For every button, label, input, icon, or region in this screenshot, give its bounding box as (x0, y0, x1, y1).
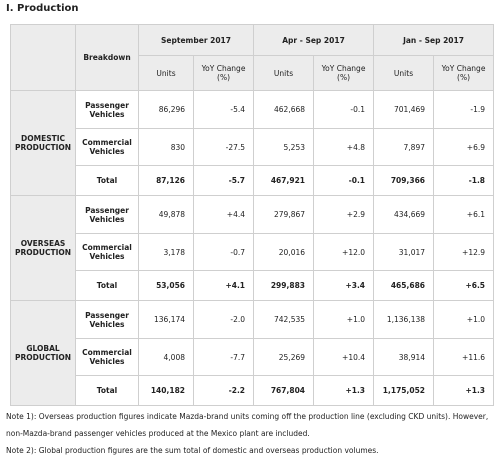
units-cell: 140,182 (138, 375, 195, 406)
row-label: Passenger Vehicles (75, 300, 140, 339)
yoy-cell: -5.4 (193, 90, 255, 129)
units-cell: 299,883 (253, 270, 315, 301)
subheader-row: Units YoY Change (%) Units YoY Change (%) Un… (11, 55, 495, 91)
yoy-cell: +4.4 (193, 195, 255, 234)
production-table: Breakdown September 2017 Apr - Sep 2017 Jan… (9, 24, 495, 406)
yoy-cell: +1.3 (433, 375, 495, 406)
row-label: Commercial Vehicles (75, 338, 140, 376)
yoy-cell: -5.7 (193, 165, 255, 196)
data-row: DOMESTIC PRODUCTION Passenger Vehicles 86,… (9, 90, 495, 196)
data-row: Total 140,182 -2.2 767,804 +1.3 1,175,052 +1.3 (11, 375, 495, 406)
units-cell: 5,253 (253, 128, 315, 166)
yoy-cell: +6.9 (433, 128, 495, 166)
row-label: Total (75, 270, 140, 301)
yoy-cell: +10.4 (313, 338, 375, 376)
yoy-header: YoY Change (%) (313, 55, 375, 91)
period-header: Jan - Sep 2017 (373, 24, 495, 56)
yoy-cell: -0.7 (193, 233, 255, 271)
row-label: Passenger Vehicles (75, 195, 140, 234)
units-cell: 7,897 (373, 128, 435, 166)
data-row: Commercial Vehicles 3,178 -0.7 20,016 +12.0 3… (11, 233, 495, 271)
units-cell: 462,668 (253, 90, 315, 129)
note-line: non-Mazda-brand passenger vehicles produ… (6, 429, 310, 438)
units-header: Units (138, 55, 195, 91)
yoy-header: YoY Change (%) (433, 55, 495, 91)
units-cell: 434,669 (373, 195, 435, 234)
yoy-cell: -0.1 (313, 90, 375, 129)
yoy-cell: +6.1 (433, 195, 495, 234)
yoy-cell: +11.6 (433, 338, 495, 376)
note-line: Note 2): Global production figures are t… (6, 446, 379, 455)
units-cell: 709,366 (373, 165, 435, 196)
group-label: OVERSEAS PRODUCTION (9, 195, 77, 301)
units-cell: 1,175,052 (373, 375, 435, 406)
data-row: Total 87,126 -5.7 467,921 -0.1 709,366 -1.8 (11, 165, 495, 196)
group-label: GLOBAL PRODUCTION (9, 300, 77, 406)
group-label: DOMESTIC PRODUCTION (9, 90, 77, 196)
corner-cell (9, 24, 77, 91)
row-label: Passenger Vehicles (75, 90, 140, 129)
data-row: Commercial Vehicles 830 -27.5 5,253 +4.8 7,89… (11, 128, 495, 166)
data-row: GLOBAL PRODUCTION Passenger Vehicles 136,1… (9, 300, 495, 406)
yoy-cell: -2.2 (193, 375, 255, 406)
units-cell: 86,296 (138, 90, 195, 129)
units-cell: 767,804 (253, 375, 315, 406)
row-label: Commercial Vehicles (75, 128, 140, 166)
units-cell: 136,174 (138, 300, 195, 339)
data-row: OVERSEAS PRODUCTION Passenger Vehicles 49,… (9, 195, 495, 301)
units-cell: 53,056 (138, 270, 195, 301)
yoy-cell: +12.9 (433, 233, 495, 271)
header-row: Breakdown September 2017 Apr - Sep 2017 Jan… (9, 24, 495, 91)
yoy-cell: -27.5 (193, 128, 255, 166)
yoy-cell: +1.3 (313, 375, 375, 406)
yoy-cell: +2.9 (313, 195, 375, 234)
units-cell: 25,269 (253, 338, 315, 376)
data-row: Total 53,056 +4.1 299,883 +3.4 465,686 +6.5 (11, 270, 495, 301)
yoy-cell: +4.8 (313, 128, 375, 166)
units-cell: 38,914 (373, 338, 435, 376)
units-cell: 1,136,138 (373, 300, 435, 339)
units-cell: 467,921 (253, 165, 315, 196)
breakdown-header: Breakdown (75, 24, 140, 91)
note-line: Note 1): Overseas production figures ind… (6, 412, 489, 421)
yoy-cell: +3.4 (313, 270, 375, 301)
yoy-cell: -1.8 (433, 165, 495, 196)
units-cell: 701,469 (373, 90, 435, 129)
period-header: September 2017 (138, 24, 255, 56)
units-cell: 465,686 (373, 270, 435, 301)
data-row: Commercial Vehicles 4,008 -7.7 25,269 +10.4 3… (11, 338, 495, 376)
yoy-cell: -0.1 (313, 165, 375, 196)
units-cell: 742,535 (253, 300, 315, 339)
yoy-header: YoY Change (%) (193, 55, 255, 91)
units-header: Units (253, 55, 315, 91)
units-cell: 31,017 (373, 233, 435, 271)
units-cell: 3,178 (138, 233, 195, 271)
units-cell: 4,008 (138, 338, 195, 376)
yoy-cell: +6.5 (433, 270, 495, 301)
units-cell: 87,126 (138, 165, 195, 196)
yoy-cell: +4.1 (193, 270, 255, 301)
units-cell: 279,867 (253, 195, 315, 234)
yoy-cell: +1.0 (313, 300, 375, 339)
units-cell: 49,878 (138, 195, 195, 234)
period-header: Apr - Sep 2017 (253, 24, 375, 56)
yoy-cell: -1.9 (433, 90, 495, 129)
units-header: Units (373, 55, 435, 91)
yoy-cell: -7.7 (193, 338, 255, 376)
units-cell: 20,016 (253, 233, 315, 271)
row-label: Commercial Vehicles (75, 233, 140, 271)
yoy-cell: +1.0 (433, 300, 495, 339)
yoy-cell: +12.0 (313, 233, 375, 271)
row-label: Total (75, 165, 140, 196)
yoy-cell: -2.0 (193, 300, 255, 339)
section-title: I. Production (6, 3, 79, 14)
units-cell: 830 (138, 128, 195, 166)
row-label: Total (75, 375, 140, 406)
